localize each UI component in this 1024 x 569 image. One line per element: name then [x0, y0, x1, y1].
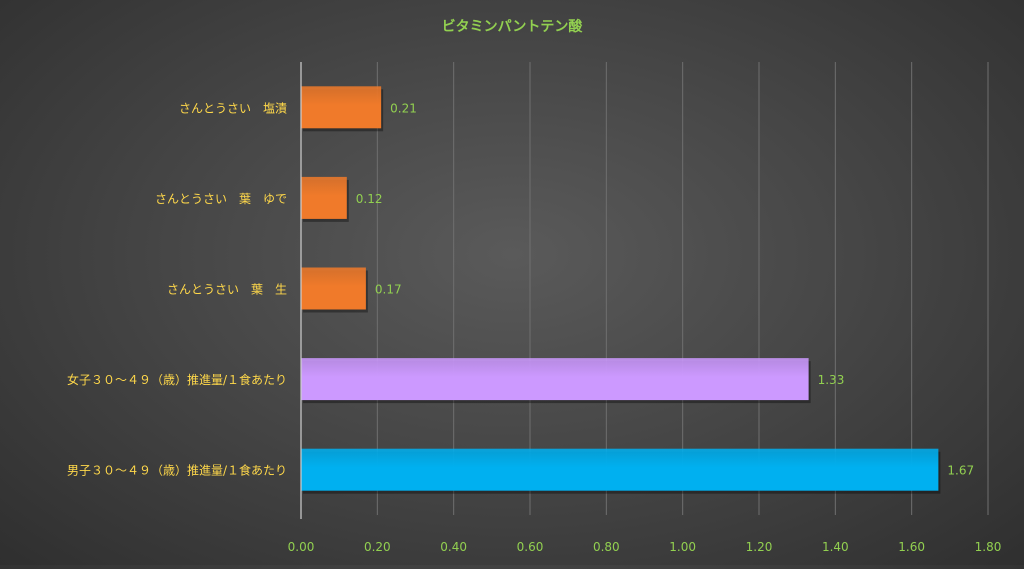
value-label: 1.33 — [818, 373, 845, 387]
x-tick-label: 1.20 — [746, 540, 773, 554]
bar — [301, 267, 366, 310]
bars — [301, 86, 941, 494]
value-label: 0.17 — [375, 283, 402, 297]
category-label: さんとうさい 葉 ゆで — [155, 192, 287, 206]
category-label: 女子３０～４９（歳）推進量/１食あたり — [67, 372, 287, 387]
labels: 0.00 0.20 0.40 0.60 0.80 1.00 1.20 1.40 1.60 1.80… — [67, 100, 1001, 554]
x-tick-label: 1.00 — [669, 540, 696, 554]
value-label: 0.21 — [390, 101, 417, 115]
x-tick-label: 0.40 — [440, 540, 467, 554]
x-tick-label: 0.20 — [364, 540, 391, 554]
value-label: 1.67 — [947, 464, 974, 478]
gridlines — [376, 62, 989, 515]
value-label: 0.12 — [356, 192, 383, 206]
x-tick-label: 1.80 — [975, 540, 1002, 554]
category-label: さんとうさい 塩漬 — [179, 100, 287, 115]
x-tick-label: 0.00 — [288, 540, 315, 554]
bar — [301, 358, 809, 401]
category-label: 男子３０～４９（歳）推進量/１食あたり — [67, 463, 287, 478]
bar — [301, 86, 382, 129]
x-tick-label: 1.40 — [822, 540, 849, 554]
x-tick-label: 0.60 — [517, 540, 544, 554]
category-label: さんとうさい 葉 生 — [167, 283, 287, 297]
chart-title: ビタミンパントテン酸 — [442, 18, 584, 35]
x-tick-label: 1.60 — [898, 540, 925, 554]
bar — [301, 176, 347, 219]
bar — [301, 448, 939, 491]
x-tick-label: 0.80 — [593, 540, 620, 554]
